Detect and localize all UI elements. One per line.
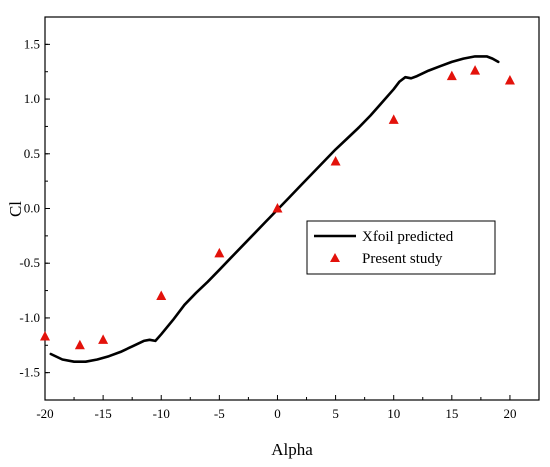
y-tick-label: -0.5 (19, 255, 40, 270)
x-tick-label: 5 (332, 406, 339, 421)
present-study-point (272, 203, 283, 213)
legend-label-present: Present study (362, 251, 443, 267)
x-tick-label: 20 (503, 406, 516, 421)
x-tick-label: 0 (274, 406, 281, 421)
y-tick-label: 1.0 (24, 91, 40, 106)
y-axis-title: Cl (6, 201, 25, 217)
plot-frame (44, 16, 540, 401)
x-tick-label: -15 (94, 406, 111, 421)
x-tick-label: -5 (214, 406, 225, 421)
present-study-point (470, 65, 481, 75)
legend-box (306, 220, 496, 275)
legend: Xfoil predicted Present study (306, 220, 496, 275)
present-study-point (74, 339, 85, 350)
present-study-point (156, 290, 167, 301)
x-tick-label: -10 (153, 406, 170, 421)
xfoil-predicted-line (49, 55, 500, 364)
series-layer (40, 55, 515, 364)
y-axis-ticks: -1.5 -1.0 -0.5 0.0 0.5 1.0 1.5 (19, 16, 50, 401)
y-tick-label: -1.5 (19, 365, 40, 380)
y-tick-label: 0.5 (24, 146, 40, 161)
legend-triangle-symbol (330, 253, 340, 262)
y-tick-label: 1.5 (24, 36, 40, 51)
present-study-point (40, 331, 50, 341)
x-axis-title: Alpha (271, 440, 313, 459)
x-tick-label: 15 (445, 406, 458, 421)
legend-label-xfoil: Xfoil predicted (362, 229, 454, 245)
present-study-point (330, 155, 341, 166)
plot-area: -20 -15 -10 -5 0 5 10 15 20 -1.5 -1.0 -0.5 0.0 0.5 1.… (19, 16, 540, 421)
present-study-point (214, 247, 225, 258)
present-study-point (446, 70, 457, 81)
present-study-point (388, 114, 399, 124)
present-study-point (98, 334, 109, 344)
x-tick-label: 10 (387, 406, 400, 421)
y-tick-label: -1.0 (19, 310, 40, 325)
x-tick-label: -20 (36, 406, 53, 421)
x-axis-ticks: -20 -15 -10 -5 0 5 10 15 20 (36, 395, 516, 421)
present-study-point (504, 74, 515, 85)
y-tick-label: 0.0 (24, 201, 40, 216)
